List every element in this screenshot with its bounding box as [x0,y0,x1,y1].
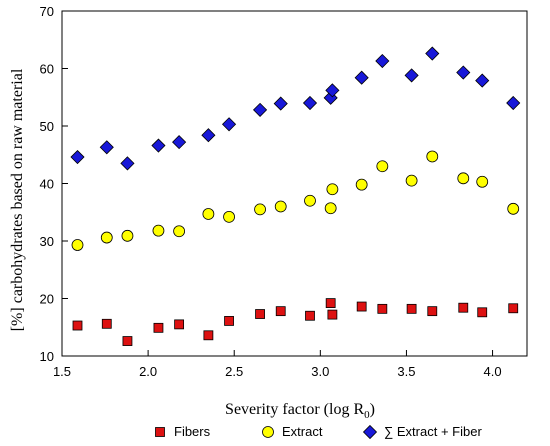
data-point-square [224,316,234,326]
data-point-circle [71,239,84,251]
data-point-diamond [456,65,471,80]
x-tick-label: 3.5 [397,364,415,379]
data-point-circle [324,202,337,215]
x-tick-label: 2.0 [139,364,157,379]
data-point-diamond [475,73,490,88]
data-point-diamond [375,53,390,69]
data-point-square [203,330,214,341]
data-point-diamond [506,95,521,111]
legend-label: Fibers [174,424,211,439]
data-point-circle [254,203,266,216]
data-point-circle [405,174,418,187]
legend-marker-circle [262,426,274,438]
data-point-square [356,301,367,312]
data-point-square [427,306,438,317]
legend-marker-square [155,427,165,437]
y-tick-label: 20 [40,292,54,307]
axes-frame [61,10,528,357]
data-point-diamond [70,149,85,165]
axis-ticks: 1.5 2.0 2.5 3.0 3.5 4.0 10 20 30 40 50 60 70 [40,4,502,379]
data-point-circle [202,208,215,220]
y-tick-label: 50 [40,119,54,134]
legend-label: ∑ Extract + Fiber [384,424,482,439]
data-point-square [477,307,488,318]
legend-label: Extract [282,424,323,439]
data-point-square [72,320,83,331]
data-point-circle [355,178,368,191]
data-point-square [377,303,388,314]
data-point-diamond [120,156,135,171]
data-point-square [122,336,133,346]
data-point-circle [100,231,113,244]
legend: Fibers Extract ∑ Extract + Fiber [155,424,482,440]
data-point-square [508,303,519,314]
data-point-diamond [273,96,288,111]
data-point-square [327,309,338,320]
series-square [72,298,519,346]
data-point-circle [457,172,470,185]
data-point-square [174,319,185,330]
data-point-diamond [404,68,419,83]
x-tick-label: 2.5 [225,364,243,379]
data-point-circle [223,210,235,223]
data-point-circle [476,175,489,188]
data-point-square [255,309,265,319]
data-point-square [406,303,417,314]
data-point-square [305,310,315,321]
series-circle [71,150,520,251]
y-tick-label: 40 [40,177,54,192]
data-point-circle [507,202,520,215]
data-point-diamond [151,138,166,153]
x-axis-title: Severity factor (log R0) [225,401,375,421]
data-point-square [458,302,469,313]
data-point-diamond [425,46,440,61]
data-point-circle [304,194,316,207]
series-diamond [70,46,521,171]
data-point-square [275,306,286,317]
data-point-diamond [354,70,369,85]
y-axis-title: [%] carbohydrates based on raw material [9,68,26,331]
x-tick-label: 3.0 [311,364,329,379]
plot-frame [61,10,528,357]
y-tick-label: 60 [40,62,54,77]
data-point-diamond [221,117,237,132]
data-point-diamond [172,135,187,150]
data-point-square [153,322,164,333]
data-point-circle [426,150,439,163]
legend-marker-diamond [362,424,378,440]
y-tick-label: 70 [40,4,54,19]
data-point-circle [121,229,134,242]
data-point-square [101,318,112,329]
y-tick-label: 30 [40,234,54,249]
data-point-diamond [99,140,114,155]
data-point-diamond [201,128,216,143]
data-point-square [325,298,336,309]
x-tick-label: 4.0 [484,364,502,379]
data-point-circle [326,183,339,196]
x-tick-label: 1.5 [53,364,71,379]
data-point-diamond [252,102,268,117]
data-point-diamond [325,83,340,98]
data-point-circle [173,225,186,238]
data-point-circle [376,160,389,173]
data-point-circle [274,200,287,213]
data-marks [70,46,521,346]
data-point-diamond [302,95,318,111]
y-tick-label: 10 [40,349,54,364]
data-point-circle [152,224,165,237]
